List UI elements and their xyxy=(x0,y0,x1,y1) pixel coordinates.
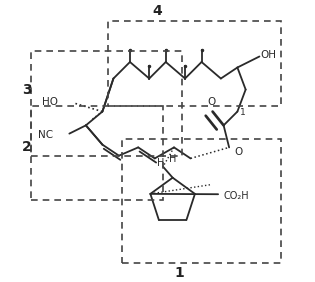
Text: NC: NC xyxy=(38,130,53,140)
Text: O: O xyxy=(207,98,215,107)
Text: CO₂H: CO₂H xyxy=(224,191,249,201)
Text: 1: 1 xyxy=(240,109,246,118)
Text: 4: 4 xyxy=(153,4,162,18)
Text: H: H xyxy=(169,154,176,164)
Text: O: O xyxy=(235,147,243,157)
Text: H: H xyxy=(157,158,164,168)
Text: HO: HO xyxy=(42,97,58,107)
Text: OH: OH xyxy=(261,50,277,60)
Text: 3: 3 xyxy=(22,83,32,96)
Text: 1: 1 xyxy=(175,266,184,280)
Text: 2: 2 xyxy=(22,140,32,154)
